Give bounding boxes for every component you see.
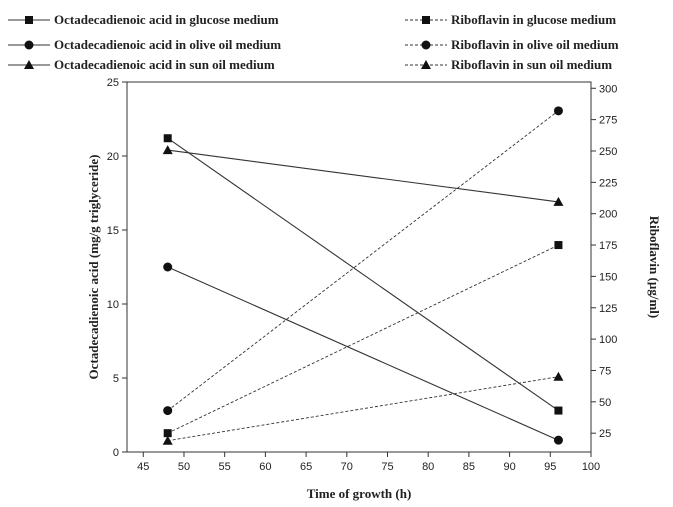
data-point — [553, 371, 564, 381]
data-point — [554, 406, 563, 415]
legend-label: Octadecadienoic acid in sun oil medium — [54, 57, 275, 72]
y-left-tick-label: 10 — [107, 299, 119, 311]
plot-area: 45 50 55 60 65 70 75 80 85 90 95 100 0 5 10 15 20 25 25 5… — [107, 77, 618, 473]
y-axis-right-title: Riboflavin (µg/ml) — [647, 216, 662, 318]
y-left-tick-label: 20 — [107, 151, 119, 163]
legend-item: Octadecadienoic acid in sun oil medium — [8, 57, 275, 72]
x-tick-label: 60 — [259, 461, 271, 473]
legend-marker — [24, 40, 34, 50]
y-right-tick-label: 125 — [599, 303, 617, 315]
y-left-tick-label: 15 — [107, 225, 119, 237]
legend-marker — [421, 40, 431, 50]
legend-item: Riboflavin in sun oil medium — [405, 57, 612, 72]
data-point — [163, 262, 173, 272]
data-point — [553, 106, 563, 116]
y-axis-right: 25 50 75 100 125 150 175 200 225 250 275 300 — [591, 83, 617, 440]
y-left-tick-label: 5 — [113, 373, 119, 385]
series-line — [167, 376, 559, 442]
y-right-tick-label: 75 — [599, 365, 611, 377]
y-right-tick-label: 250 — [599, 146, 617, 158]
y-right-tick-label: 300 — [599, 83, 617, 95]
y-right-tick-label: 100 — [599, 334, 617, 346]
data-point — [553, 196, 564, 206]
y-left-tick-label: 25 — [107, 77, 119, 89]
legend-item: Octadecadienoic acid in olive oil medium — [8, 37, 281, 52]
plot-frame — [126, 81, 592, 453]
legend-label: Octadecadienoic acid in olive oil medium — [54, 37, 281, 52]
series-3 — [163, 241, 563, 438]
y-right-tick-label: 25 — [599, 428, 611, 440]
series-4 — [163, 106, 563, 416]
data-point — [163, 429, 172, 438]
data-point — [162, 435, 173, 445]
x-tick-label: 70 — [341, 461, 353, 473]
x-tick-label: 85 — [463, 461, 475, 473]
y-left-tick-label: 0 — [113, 447, 119, 459]
series-line — [167, 110, 559, 411]
series-5 — [162, 371, 564, 445]
x-tick-label: 65 — [300, 461, 312, 473]
y-axis-left: 0 5 10 15 20 25 — [107, 77, 127, 459]
legend-marker — [25, 16, 33, 24]
y-right-tick-label: 225 — [599, 177, 617, 189]
data-point — [553, 435, 563, 445]
y-axis-left-title: Octadecadienoic acid (mg/g triglyceride) — [86, 155, 101, 380]
legend-item: Octadecadienoic acid in glucose medium — [8, 12, 279, 27]
series-line — [167, 137, 559, 412]
x-tick-label: 50 — [178, 461, 190, 473]
legend-label: Riboflavin in olive oil medium — [451, 37, 619, 52]
x-tick-label: 55 — [219, 461, 231, 473]
legend-marker — [24, 60, 34, 69]
y-right-tick-label: 200 — [599, 209, 617, 221]
series-1 — [163, 262, 563, 445]
y-right-tick-label: 150 — [599, 271, 617, 283]
data-point — [162, 145, 173, 155]
data-point — [554, 241, 563, 250]
y-right-tick-label: 275 — [599, 115, 617, 127]
series-line — [167, 244, 559, 434]
legend: Octadecadienoic acid in glucose medium Oc… — [8, 12, 619, 72]
data-point — [163, 134, 172, 143]
series-line — [167, 266, 559, 441]
legend-marker — [421, 60, 431, 69]
x-axis-title: Time of growth (h) — [307, 486, 412, 501]
x-tick-label: 45 — [137, 461, 149, 473]
series-line — [167, 149, 559, 203]
legend-item: Riboflavin in glucose medium — [405, 12, 616, 27]
legend-label: Octadecadienoic acid in glucose medium — [54, 12, 279, 27]
data-point — [163, 406, 173, 416]
x-axis: 45 50 55 60 65 70 75 80 85 90 95 100 — [137, 452, 600, 473]
series-layer — [162, 106, 564, 445]
x-tick-label: 100 — [582, 461, 600, 473]
series-0 — [163, 134, 563, 415]
y-right-tick-label: 50 — [599, 397, 611, 409]
legend-label: Riboflavin in sun oil medium — [451, 57, 612, 72]
legend-item: Riboflavin in olive oil medium — [405, 37, 619, 52]
x-tick-label: 90 — [503, 461, 515, 473]
legend-label: Riboflavin in glucose medium — [451, 12, 616, 27]
legend-marker — [422, 16, 430, 24]
y-right-tick-label: 175 — [599, 240, 617, 252]
x-tick-label: 95 — [544, 461, 556, 473]
series-2 — [162, 145, 564, 206]
x-tick-label: 75 — [381, 461, 393, 473]
x-tick-label: 80 — [422, 461, 434, 473]
